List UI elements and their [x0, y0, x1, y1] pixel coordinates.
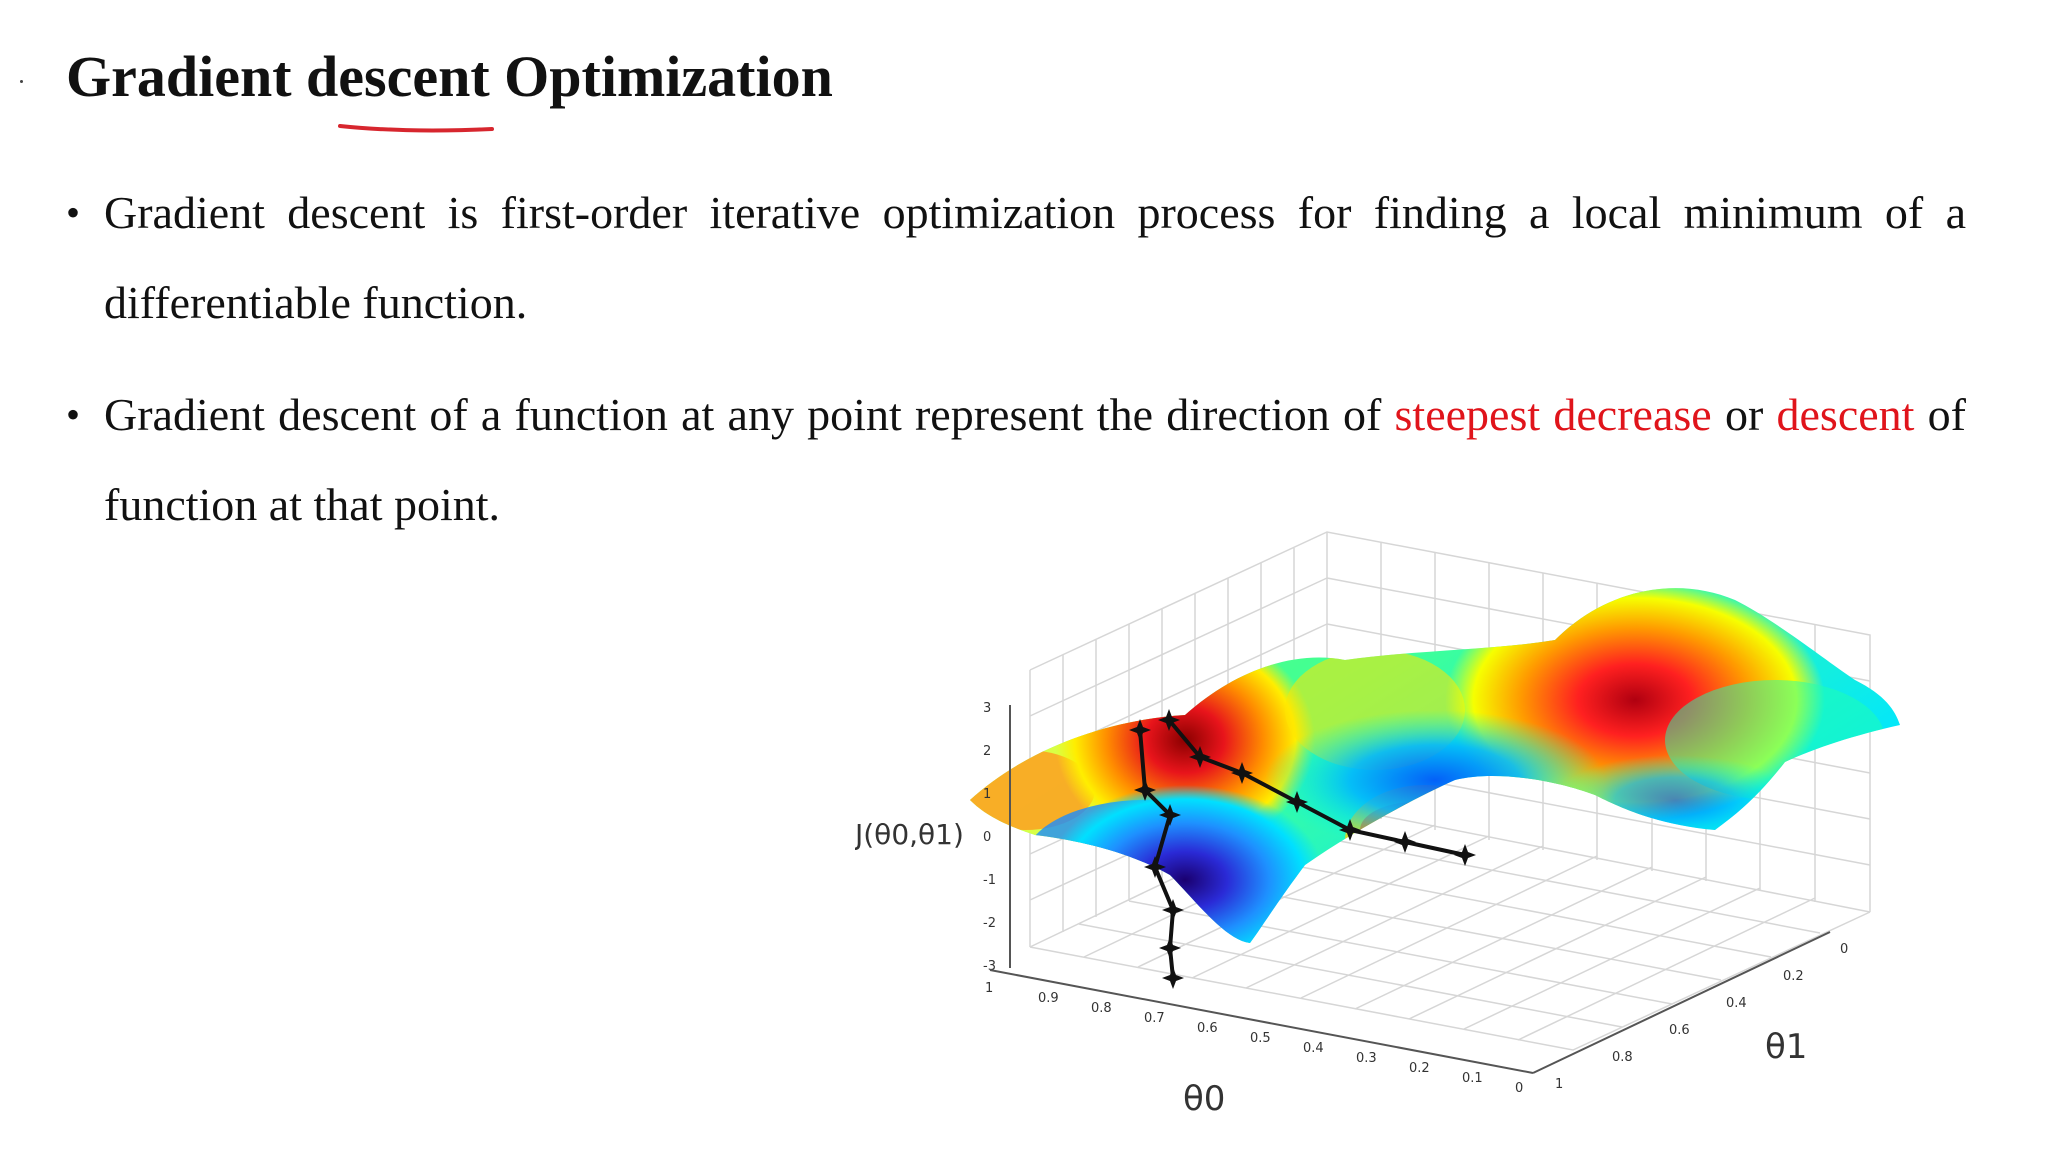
highlighted-term: steepest decrease — [1394, 389, 1712, 440]
bullet-dot-icon: • — [66, 190, 81, 235]
theta0-tick-label: 0.9 — [1038, 991, 1059, 1006]
theta0-tick-label: 0.8 — [1091, 1001, 1112, 1016]
theta0-tick-label: 1 — [985, 981, 993, 996]
theta1-tick-label: 0.6 — [1669, 1023, 1690, 1038]
path-star-marker — [1159, 804, 1181, 826]
theta0-axis-label: θ0 — [1183, 1079, 1225, 1119]
path-star-marker — [1134, 779, 1156, 801]
theta1-axis-label: θ1 — [1765, 1027, 1807, 1067]
theta0-tick-label: 0.3 — [1356, 1051, 1377, 1066]
path-star-marker — [1162, 967, 1184, 989]
theta0-tick-label: 0.5 — [1250, 1031, 1271, 1046]
path-star-marker — [1231, 762, 1253, 784]
bullet-text: Gradient descent is first-order iterativ… — [104, 187, 1966, 328]
bullet-text: Gradient descent of a function at any po… — [104, 389, 1395, 440]
bullet-dot-icon: • — [66, 392, 81, 437]
slide-title: Gradient descent Optimization — [66, 44, 833, 109]
theta1-tick-label: 0.4 — [1726, 996, 1747, 1011]
theta1-tick-label: 0.2 — [1783, 969, 1804, 984]
bullet-text: or — [1711, 389, 1777, 440]
z-axis-label: J(θ0,θ1) — [855, 818, 964, 851]
z-tick-label: -2 — [983, 916, 996, 931]
theta0-tick-label: 0.7 — [1144, 1011, 1165, 1026]
path-star-marker — [1394, 831, 1416, 853]
bullet-item: • Gradient descent of a function at any p… — [66, 370, 1966, 550]
path-star-marker — [1129, 719, 1151, 741]
descent-path-markers — [1129, 709, 1476, 989]
theta1-axis: 1 0.8 0.6 0.4 0.2 0 θ1 — [1532, 931, 1848, 1092]
stray-dot — [20, 80, 23, 83]
path-star-marker — [1454, 844, 1476, 866]
path-star-marker — [1158, 709, 1180, 731]
path-star-marker — [1339, 819, 1361, 841]
bullet-text: of function at that point. — [104, 389, 1966, 530]
theta0-tick-label: 0.4 — [1303, 1041, 1324, 1056]
z-tick-label: -1 — [983, 873, 996, 888]
theta0-tick-label: 0.2 — [1409, 1061, 1430, 1076]
path-star-marker — [1159, 937, 1181, 959]
gradient-descent-surface-figure: J(θ0,θ1) 3 2 1 0 -1 -2 -3 1 0.9 0.8 0.7 0.6 0.5 0.4 0… — [855, 480, 1905, 1140]
path-star-marker — [1144, 856, 1166, 878]
bullet-item: • Gradient descent is first-order iterati… — [66, 168, 1966, 348]
theta0-tick-label: 0.1 — [1462, 1071, 1483, 1086]
path-star-marker — [1162, 899, 1184, 921]
bullet-list: • Gradient descent is first-order iterati… — [66, 168, 1966, 572]
theta1-tick-label: 0.8 — [1612, 1050, 1633, 1065]
path-star-marker — [1189, 746, 1211, 768]
theta0-tick-label: 0.6 — [1197, 1021, 1218, 1036]
z-tick-label: 2 — [983, 744, 991, 759]
cost-surface — [970, 588, 1900, 943]
z-tick-label: 1 — [983, 787, 991, 802]
ink-underline-annotation — [338, 124, 494, 133]
theta0-tick-label: 0 — [1515, 1081, 1523, 1096]
theta1-tick-label: 0 — [1840, 942, 1848, 957]
path-star-marker — [1286, 791, 1308, 813]
theta0-axis: 1 0.9 0.8 0.7 0.6 0.5 0.4 0.3 0.2 0.1 0 θ0 — [985, 969, 1534, 1119]
z-tick-label: 3 — [983, 701, 991, 716]
z-tick-label: 0 — [983, 830, 991, 845]
highlighted-term: descent — [1776, 389, 1915, 440]
theta1-tick-label: 1 — [1555, 1077, 1563, 1092]
